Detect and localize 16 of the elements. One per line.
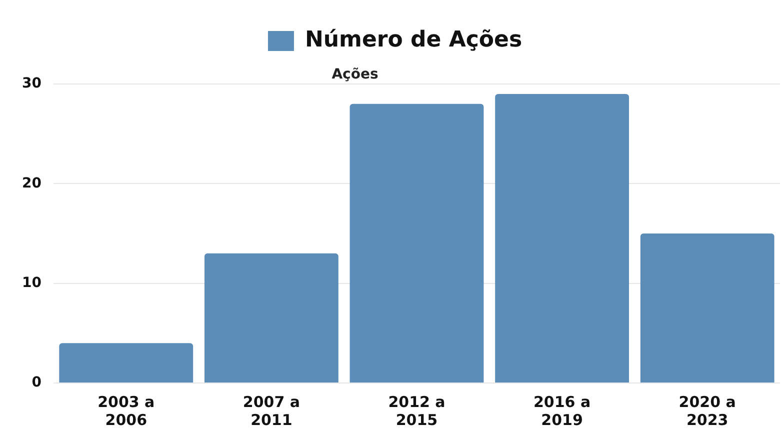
x-tick-label: 2020 a 2023 xyxy=(678,392,736,429)
x-tick-label: 2016 a 2019 xyxy=(534,392,591,429)
bar xyxy=(350,104,484,382)
y-tick-label: 20 xyxy=(22,175,42,192)
legend-label: Número de Ações xyxy=(304,28,522,53)
x-tick-label: 2012 a 2015 xyxy=(388,392,446,429)
y-tick-label: 10 xyxy=(22,274,42,291)
y-axis-title: Ações xyxy=(332,66,378,83)
bar xyxy=(59,343,194,382)
y-tick-label: 30 xyxy=(22,76,42,92)
bar xyxy=(204,253,338,382)
x-tick-label: 2003 a 2006 xyxy=(98,392,155,429)
bar xyxy=(495,94,629,382)
bar xyxy=(640,234,774,382)
y-tick-label: 0 xyxy=(32,374,42,391)
x-tick-label: 2007 a 2011 xyxy=(242,392,300,429)
